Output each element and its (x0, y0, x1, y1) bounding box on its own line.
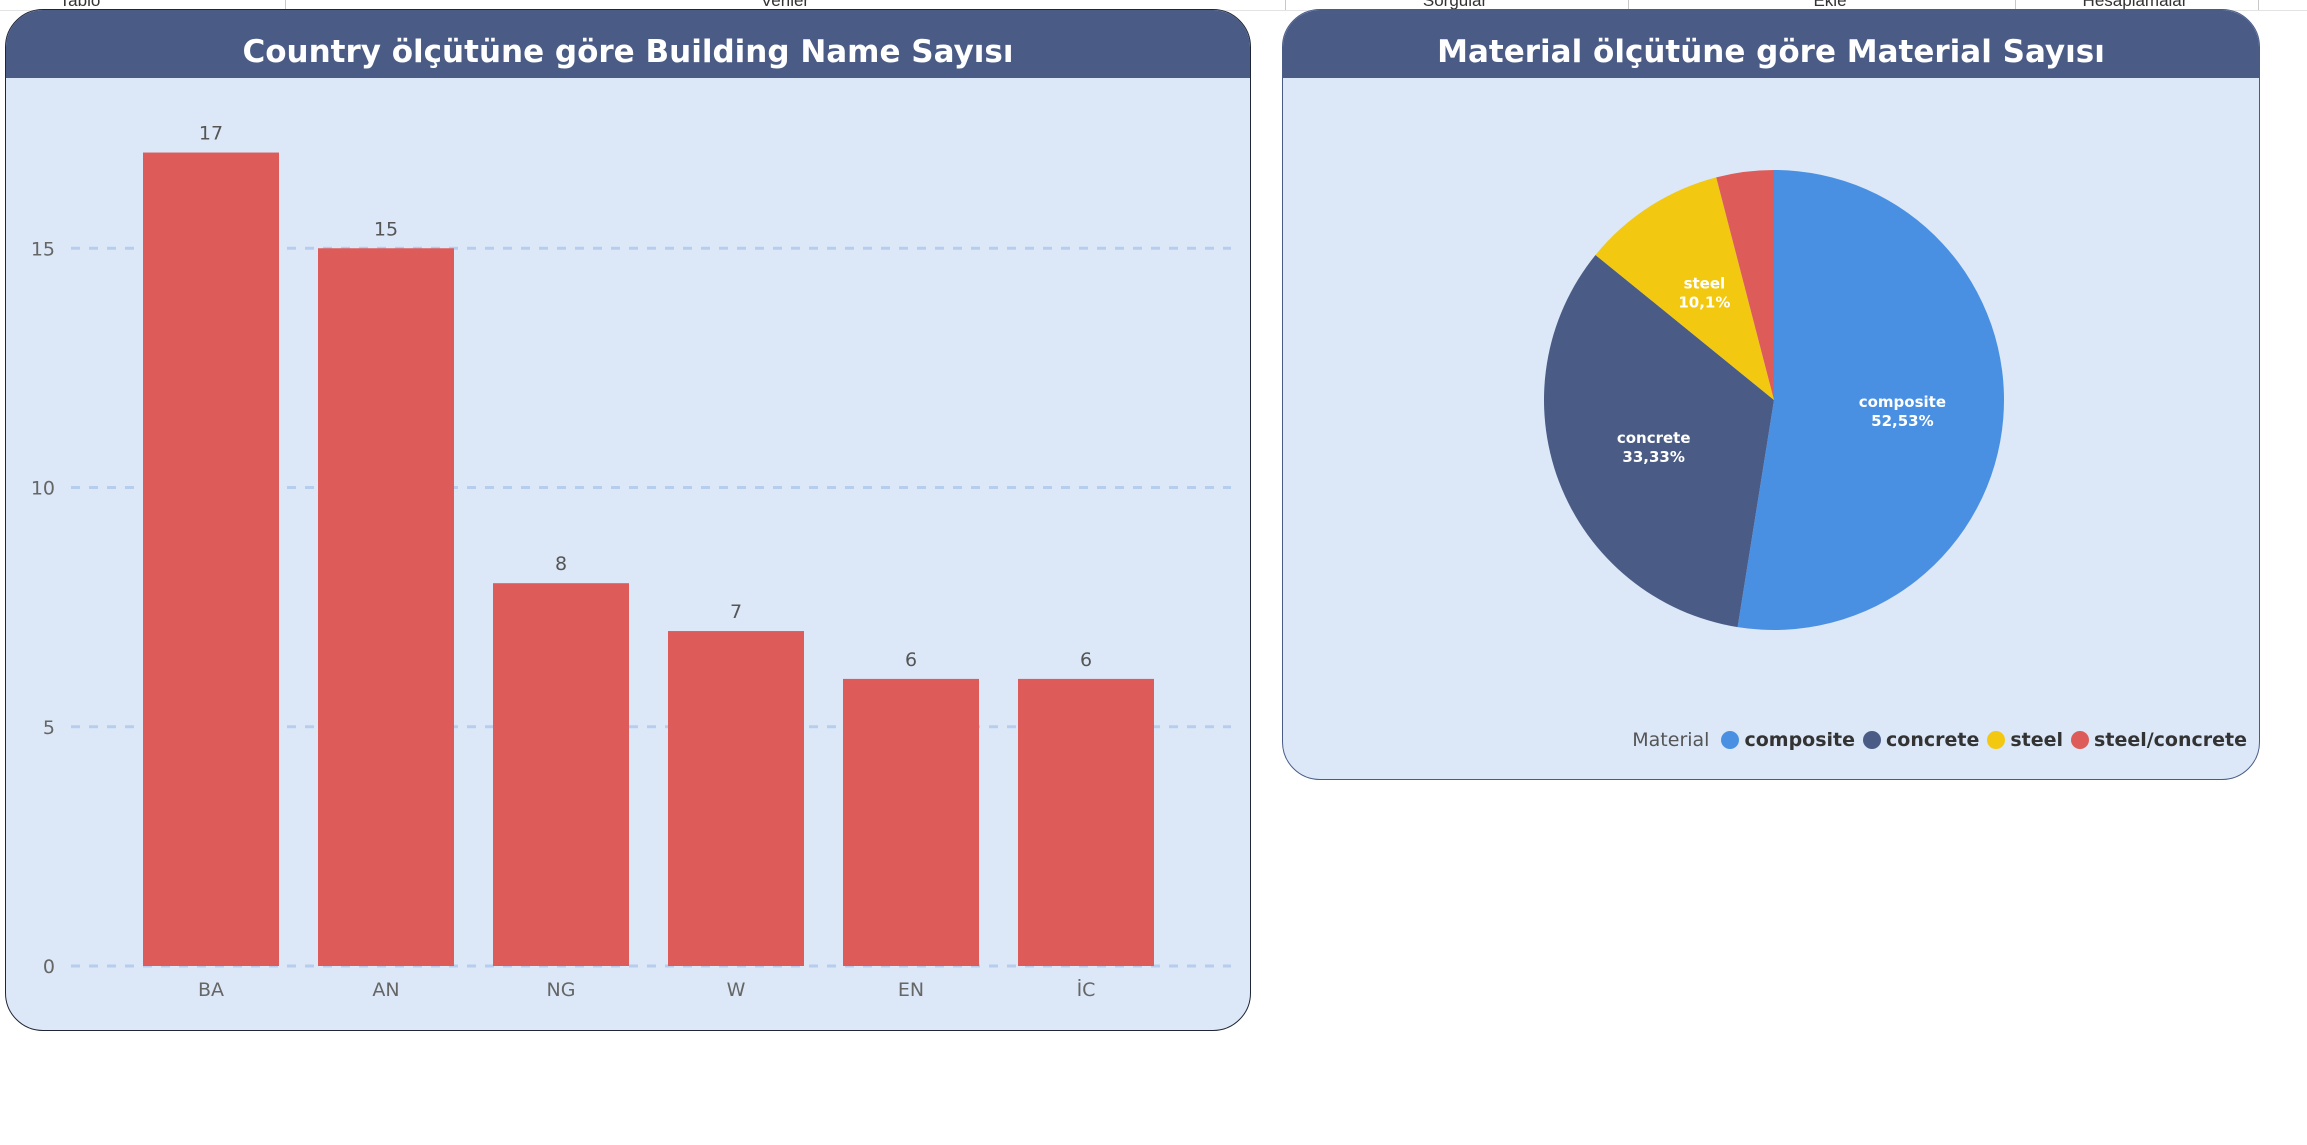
x-tick-label: NG (547, 979, 576, 1001)
bar[interactable] (318, 248, 454, 966)
tab-separator (2258, 0, 2259, 10)
bar[interactable] (1018, 678, 1154, 966)
bar[interactable] (493, 583, 629, 966)
x-tick-label: İC (1077, 978, 1096, 1001)
bar-value-label: 6 (1080, 649, 1092, 671)
y-tick-label: 15 (31, 238, 55, 260)
bar-chart-card[interactable]: Country ölçütüne göre Building Name Sayı… (5, 9, 1251, 1031)
legend-dot (1721, 731, 1740, 749)
legend-label: concrete (1886, 729, 1980, 751)
tab-data[interactable]: Veriler (760, 0, 810, 10)
legend-dot (1987, 731, 2006, 749)
pie-chart-card[interactable]: Material ölçütüne göre Material Sayısı c… (1282, 9, 2260, 780)
tab-separator (1285, 0, 1286, 10)
y-tick-label: 10 (31, 478, 55, 500)
tab-separator (2015, 0, 2016, 10)
tab-separator (1628, 0, 1629, 10)
slice-percent-label: 10,1% (1678, 294, 1730, 312)
tab-queries[interactable]: Sorgular (1422, 0, 1488, 10)
legend-item-concrete[interactable]: concrete (1863, 729, 1979, 751)
bar-chart-title: Country ölçütüne göre Building Name Sayı… (6, 10, 1250, 78)
bar[interactable] (668, 631, 804, 966)
tab-table[interactable]: Tablo (59, 0, 101, 10)
legend-label: composite (1744, 729, 1856, 751)
y-tick-label: 0 (43, 956, 55, 978)
bar-value-label: 7 (730, 601, 742, 623)
bar-value-label: 8 (555, 553, 567, 575)
bar[interactable] (143, 152, 279, 967)
pie-slice[interactable] (1544, 254, 1774, 628)
bar-value-label: 17 (199, 123, 223, 145)
legend-item-steel-concrete[interactable]: steel/concrete (2071, 729, 2247, 751)
slice-label: concrete (1617, 429, 1691, 447)
x-tick-label: BA (198, 979, 224, 1001)
x-tick-label: EN (898, 979, 924, 1001)
tab-separator (285, 0, 286, 10)
bar-value-label: 6 (905, 649, 917, 671)
slice-percent-label: 52,53% (1871, 412, 1933, 430)
slice-label: composite (1859, 393, 1946, 411)
slice-percent-label: 33,33% (1622, 448, 1684, 466)
legend-dot (1863, 731, 1882, 749)
tab-calculations[interactable]: Hesaplamalar (2082, 0, 2188, 10)
legend-item-steel[interactable]: steel (1987, 729, 2063, 751)
legend-item-composite[interactable]: composite (1721, 729, 1855, 751)
x-tick-label: AN (372, 979, 399, 1001)
legend-dot (2071, 731, 2090, 749)
legend-label: steel (2010, 729, 2064, 751)
bar-value-label: 15 (374, 218, 398, 240)
pie-slice[interactable] (1595, 177, 1774, 400)
bar-chart: 0 5 10 15 17 BA 15 AN 8 NG 7 W 6 EN 6 İC (31, 123, 1231, 1001)
slice-label: steel (1684, 275, 1726, 293)
legend-label: steel/concrete (2094, 729, 2247, 751)
tab-insert[interactable]: Ekle (1813, 0, 1847, 10)
x-tick-label: W (727, 979, 746, 1001)
legend-title: Material (1632, 729, 1710, 751)
y-tick-label: 5 (43, 717, 55, 739)
pie-slice[interactable] (1737, 170, 2005, 631)
pie-slice[interactable] (1716, 170, 1774, 400)
pie-chart-title: Material ölçütüne göre Material Sayısı (1283, 10, 2259, 78)
pie-legend: Material composite concrete steel steel/… (1632, 726, 2247, 754)
bar[interactable] (843, 678, 979, 966)
